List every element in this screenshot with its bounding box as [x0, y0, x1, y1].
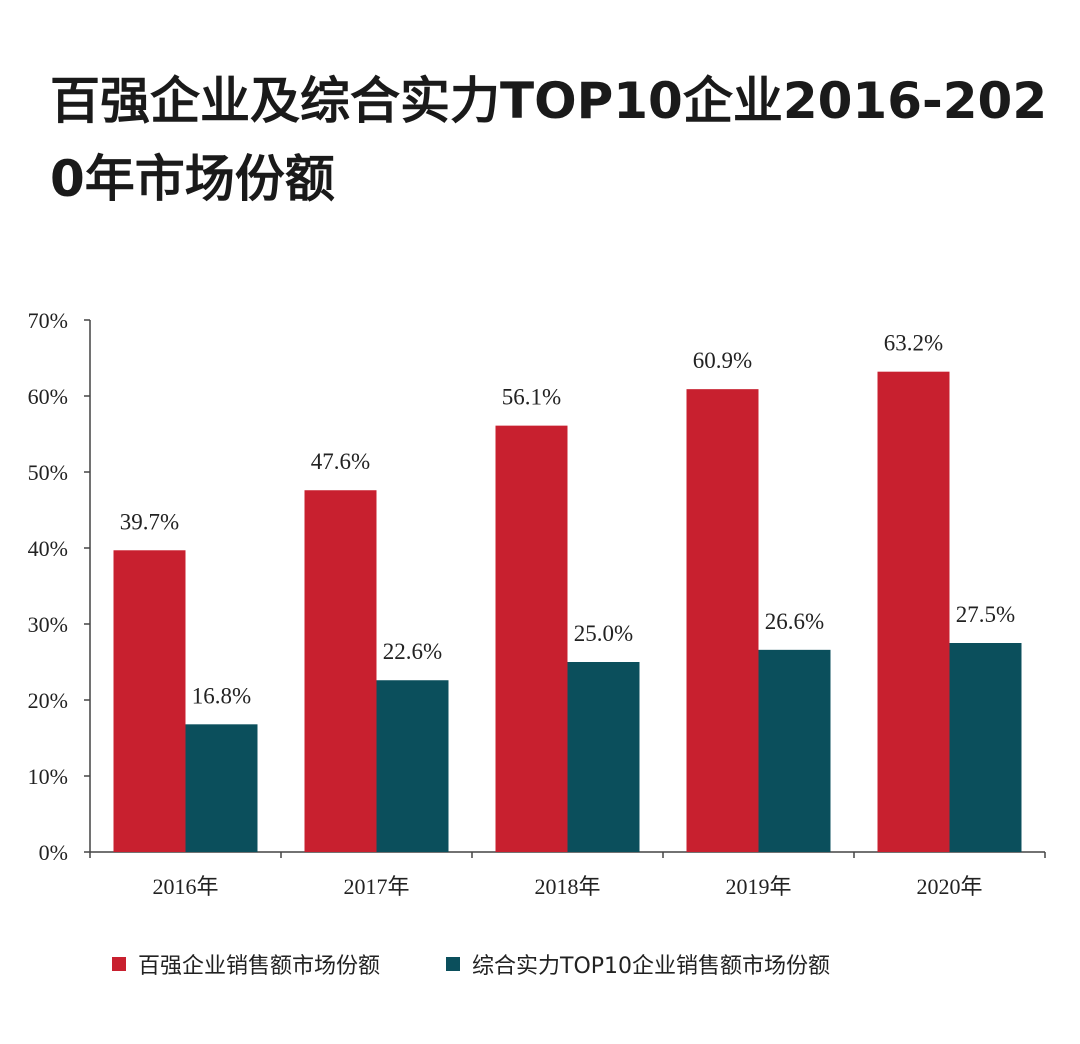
bar-top10: [377, 680, 449, 852]
bar-top100: [687, 389, 759, 852]
data-label: 56.1%: [502, 385, 561, 410]
y-tick-label: 30%: [28, 612, 68, 637]
y-tick-label: 10%: [28, 764, 68, 789]
bar-chart: 0% 10% 20% 30% 40% 50% 60% 70% 39.7% 16.8% 2016年 47…: [0, 0, 1080, 940]
legend-item-top100: 百强企业销售额市场份额: [112, 948, 380, 980]
bar-top10: [186, 724, 258, 852]
y-tick-label: 40%: [28, 536, 68, 561]
bar-top100: [878, 372, 950, 852]
bar-top100: [114, 550, 186, 852]
bar-top10: [759, 650, 831, 852]
y-tick-label: 70%: [28, 308, 68, 333]
y-tick-label: 0%: [39, 840, 68, 865]
bar-top10: [568, 662, 640, 852]
x-tick-label: 2020年: [916, 874, 982, 899]
data-label: 16.8%: [192, 683, 251, 708]
y-tick-label: 60%: [28, 384, 68, 409]
data-label: 22.6%: [383, 639, 442, 664]
data-label: 60.9%: [693, 348, 752, 373]
data-label: 47.6%: [311, 449, 370, 474]
x-tick-label: 2016年: [152, 874, 218, 899]
data-label: 26.6%: [765, 609, 824, 634]
legend-label-top100: 百强企业销售额市场份额: [138, 948, 380, 980]
legend-label-top10: 综合实力TOP10企业销售额市场份额: [472, 948, 830, 980]
y-tick-label: 50%: [28, 460, 68, 485]
legend: 百强企业销售额市场份额 综合实力TOP10企业销售额市场份额: [112, 948, 830, 980]
bar-top10: [950, 643, 1022, 852]
x-tick-label: 2019年: [725, 874, 791, 899]
data-label: 63.2%: [884, 331, 943, 356]
legend-item-top10: 综合实力TOP10企业销售额市场份额: [446, 948, 830, 980]
bar-top100: [496, 426, 568, 852]
data-label: 39.7%: [120, 509, 179, 534]
legend-swatch-top100: [112, 957, 126, 971]
x-tick-label: 2017年: [343, 874, 409, 899]
x-tick-label: 2018年: [534, 874, 600, 899]
y-tick-label: 20%: [28, 688, 68, 713]
data-label: 25.0%: [574, 621, 633, 646]
legend-swatch-top10: [446, 957, 460, 971]
bar-top100: [305, 490, 377, 852]
data-label: 27.5%: [956, 602, 1015, 627]
